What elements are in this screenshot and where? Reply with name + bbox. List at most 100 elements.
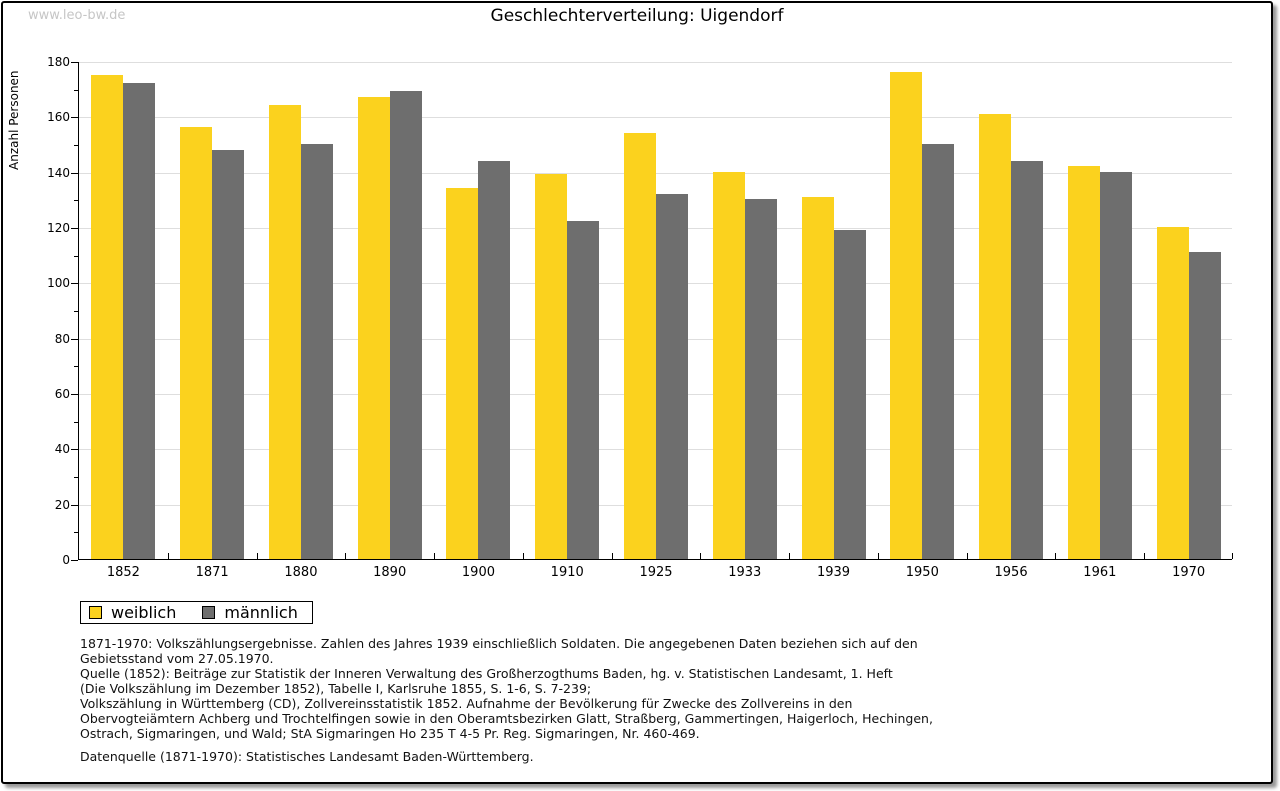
weiblich-swatch-icon (89, 606, 102, 619)
leo-bw-watermark: www.leo-bw.de (28, 8, 126, 23)
x-category-label-1910: 1910 (550, 565, 584, 580)
x-boundary-tick (877, 553, 879, 559)
y-tick-120 (71, 228, 78, 229)
source-notes: 1871-1970: Volkszählungsergebnisse. Zahl… (80, 636, 1220, 764)
bar-männlich-1925 (656, 193, 688, 559)
bar-weiblich-1871 (180, 127, 213, 559)
y-tick-20 (71, 504, 78, 506)
x-category-label-1970: 1970 (1172, 565, 1206, 580)
bar-männlich-1910 (567, 221, 600, 559)
bar-männlich-1933 (744, 199, 777, 559)
y-tick-label-160: 160 (47, 110, 70, 125)
bar-männlich-1961 (1099, 171, 1132, 559)
y-tick-label-100: 100 (47, 276, 70, 291)
bar-weiblich-1925 (624, 132, 656, 559)
x-boundary-tick (167, 553, 169, 559)
y-tick-50 (74, 421, 78, 423)
x-boundary-tick (434, 553, 436, 559)
legend-label-weiblich: weiblich (111, 603, 177, 622)
y-tick-30 (74, 477, 78, 478)
bar-männlich-1956 (1011, 160, 1044, 559)
plot-area: 0 20 40 60 80 100 120 140 160 180 1852 1871 1880 1890… (47, 55, 1233, 580)
x-category-label-1956: 1956 (994, 565, 1028, 580)
bar-weiblich-1961 (1067, 166, 1100, 559)
legend-item-weiblich: weiblich (89, 603, 176, 622)
bar-männlich-1880 (300, 144, 333, 559)
x-category-label-1890: 1890 (373, 565, 407, 580)
bar-männlich-1890 (389, 91, 422, 559)
y-tick-180 (71, 62, 78, 63)
y-tick-150 (74, 145, 78, 146)
legend: weiblich männlich (80, 601, 313, 624)
source-note-line: 1871-1970: Volkszählungsergebnisse. Zahl… (80, 636, 918, 651)
y-tick-140 (71, 172, 78, 174)
x-boundary-tick (789, 553, 791, 559)
x-category-label-1900: 1900 (461, 565, 495, 580)
x-boundary-tick (1232, 553, 1233, 559)
bar-männlich-1871 (212, 149, 245, 559)
bar-weiblich-1852 (91, 74, 124, 559)
y-tick-10 (74, 532, 78, 534)
source-note-line: (Die Volkszählung im Dezember 1852), Tab… (80, 681, 592, 696)
x-boundary-tick (345, 553, 347, 559)
x-boundary-tick (700, 553, 702, 559)
y-tick-label-140: 140 (47, 165, 70, 180)
source-note-line: Obervogteiämtern Achberg und Trochtelfin… (80, 711, 933, 726)
y-tick-90 (74, 311, 78, 312)
bar-weiblich-1950 (890, 72, 923, 559)
bar-weiblich-1956 (979, 113, 1012, 559)
bar-weiblich-1890 (357, 96, 390, 559)
x-category-label-1939: 1939 (816, 565, 851, 580)
bar-männlich-1939 (833, 229, 866, 559)
gridline-160 (79, 117, 1232, 119)
y-tick-label-40: 40 (54, 442, 70, 457)
source-note-line: Volkszählung in Württemberg (CD), Zollve… (80, 696, 853, 711)
y-tick-130 (74, 200, 78, 202)
source-note-line: Gebietsstand vom 27.05.1970. (80, 651, 274, 666)
bar-weiblich-1933 (712, 171, 745, 559)
bar-männlich-1950 (922, 144, 955, 559)
x-category-label-1880: 1880 (284, 565, 318, 580)
chart-title: Geschlechterverteilung: Uigendorf (490, 6, 784, 26)
x-boundary-tick (522, 553, 524, 559)
x-boundary-tick (1055, 553, 1057, 559)
y-tick-60 (71, 394, 78, 395)
x-category-label-1871: 1871 (195, 565, 229, 580)
source-note-line: Quelle (1852): Beiträge zur Statistik de… (80, 666, 893, 681)
x-category-label-1925: 1925 (639, 565, 673, 580)
maennlich-swatch-icon (202, 606, 216, 619)
y-tick-70 (74, 366, 78, 368)
y-tick-100 (71, 283, 78, 285)
x-boundary-tick (611, 553, 613, 559)
bar-weiblich-1939 (801, 196, 834, 559)
gridline-180 (79, 62, 1232, 63)
legend-item-maennlich: männlich (202, 603, 298, 622)
y-tick-160 (71, 117, 78, 119)
bar-weiblich-1880 (268, 105, 301, 559)
y-tick-40 (71, 449, 78, 451)
y-tick-label-180: 180 (47, 55, 70, 69)
y-tick-label-20: 20 (54, 497, 70, 512)
y-tick-80 (71, 338, 78, 340)
source-note-line: Ostrach, Sigmaringen, und Wald; StA Sigm… (80, 726, 700, 741)
y-tick-110 (74, 255, 78, 257)
y-tick-170 (74, 89, 78, 91)
bar-männlich-1970 (1188, 251, 1221, 559)
x-category-label-1961: 1961 (1083, 565, 1117, 580)
bar-weiblich-1910 (535, 174, 568, 559)
y-tick-label-60: 60 (54, 387, 70, 401)
bar-weiblich-1970 (1156, 227, 1189, 559)
bar-männlich-1900 (478, 160, 511, 559)
x-category-label-1852: 1852 (106, 565, 140, 580)
x-boundary-tick (966, 553, 968, 559)
y-tick-label-0: 0 (62, 553, 70, 567)
x-category-label-1933: 1933 (728, 565, 762, 580)
y-axis-title: Anzahl Personen (7, 70, 21, 170)
y-tick-label-120: 120 (47, 221, 70, 235)
x-category-label-1950: 1950 (905, 565, 939, 580)
x-boundary-tick (1144, 553, 1146, 559)
y-tick-label-80: 80 (54, 331, 70, 346)
x-boundary-tick (256, 553, 258, 559)
y-tick-0 (71, 560, 78, 561)
